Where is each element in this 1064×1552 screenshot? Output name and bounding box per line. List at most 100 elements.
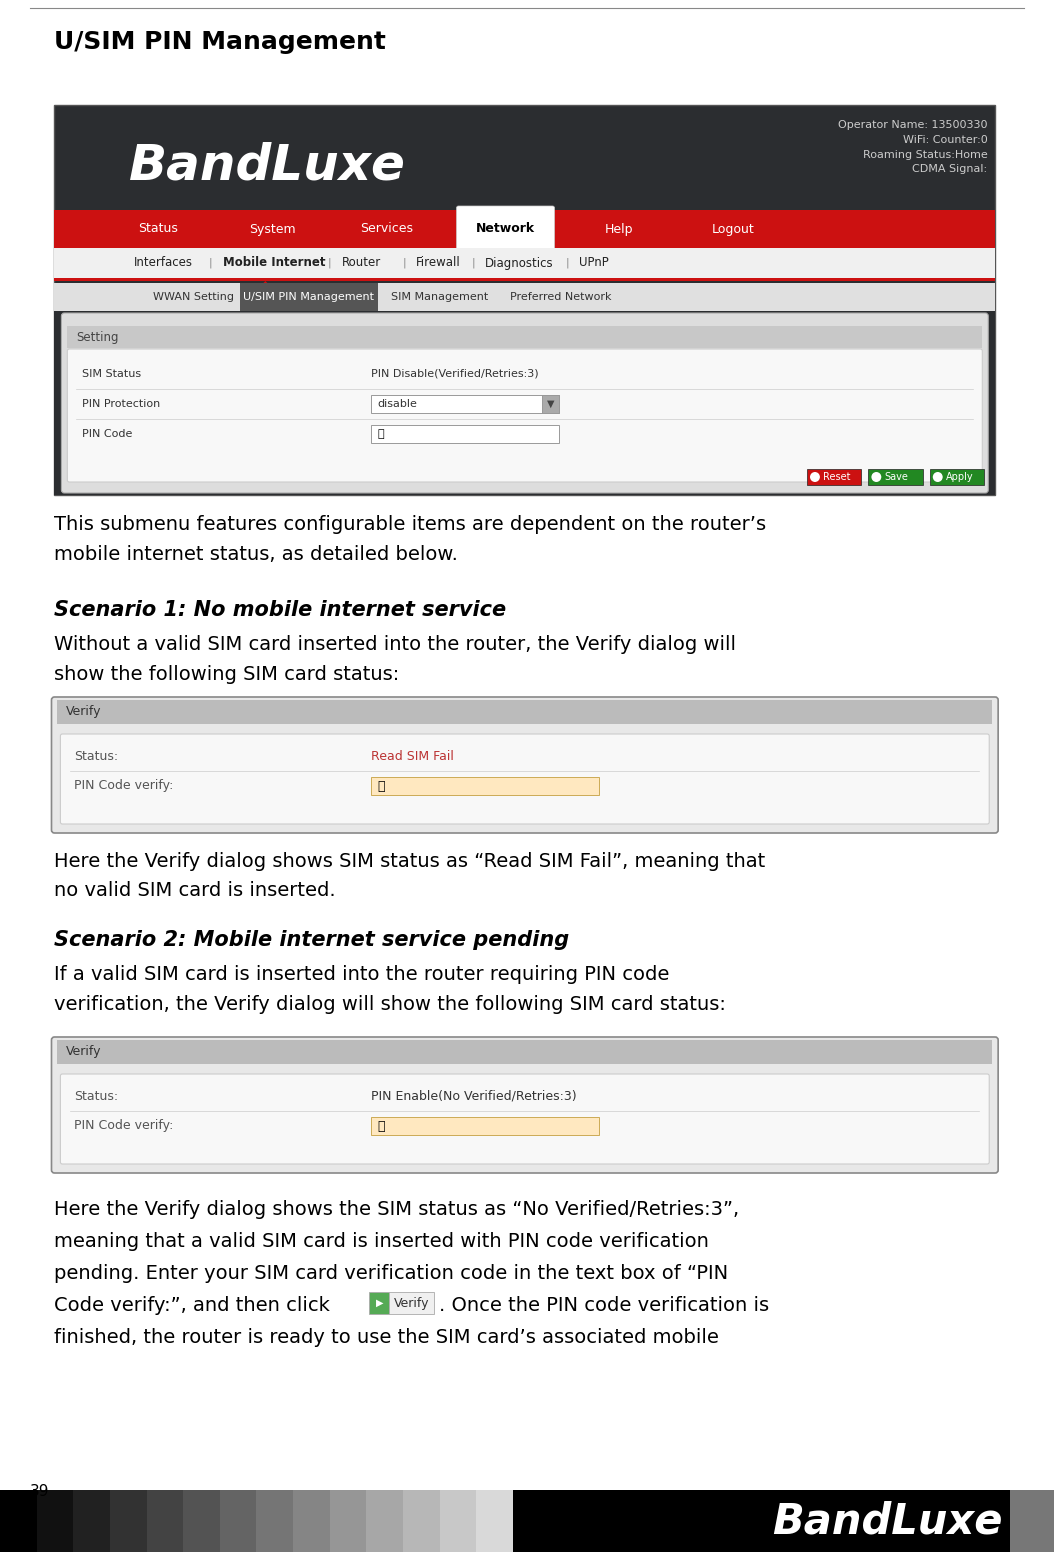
Text: Status: Status	[138, 222, 179, 236]
Text: Code verify:”, and then click: Code verify:”, and then click	[54, 1296, 330, 1315]
Bar	[256, 1490, 293, 1552]
Bar	[369, 1291, 389, 1315]
Bar	[54, 106, 995, 495]
Text: Apply: Apply	[946, 472, 974, 483]
Text: Help: Help	[604, 222, 633, 236]
Text: SIM Status: SIM Status	[82, 369, 142, 379]
Text: |: |	[328, 258, 332, 268]
Text: This submenu features configurable items are dependent on the router’s
mobile in: This submenu features configurable items…	[54, 515, 766, 563]
Circle shape	[933, 472, 943, 483]
FancyBboxPatch shape	[51, 1037, 998, 1173]
Bar	[110, 1490, 147, 1552]
Bar	[807, 469, 862, 484]
Text: Status:: Status:	[74, 1090, 118, 1102]
Bar	[54, 282, 995, 310]
Text: Save: Save	[884, 472, 909, 483]
Text: |: |	[566, 258, 569, 268]
Text: pending. Enter your SIM card verification code in the text box of “PIN: pending. Enter your SIM card verificatio…	[54, 1263, 729, 1284]
Text: PIN Code verify:: PIN Code verify:	[74, 779, 173, 793]
Text: meaning that a valid SIM card is inserted with PIN code verification: meaning that a valid SIM card is inserte…	[54, 1232, 710, 1251]
Text: SIM Management: SIM Management	[392, 292, 488, 303]
Text: Verify: Verify	[66, 1046, 102, 1058]
Text: Interfaces: Interfaces	[134, 256, 193, 270]
Text: 39: 39	[30, 1484, 49, 1499]
Text: PIN Disable(Verified/Retries:3): PIN Disable(Verified/Retries:3)	[371, 369, 539, 379]
FancyBboxPatch shape	[67, 349, 982, 483]
Text: Without a valid SIM card inserted into the router, the Verify dialog will
show t: Without a valid SIM card inserted into t…	[54, 635, 736, 683]
Bar	[542, 396, 560, 413]
Bar	[54, 310, 995, 495]
FancyBboxPatch shape	[456, 206, 554, 251]
Bar	[868, 469, 922, 484]
Text: Verify: Verify	[66, 706, 102, 719]
Text: BandLuxe: BandLuxe	[772, 1499, 1003, 1543]
Bar	[371, 396, 560, 413]
Polygon shape	[256, 281, 275, 290]
Bar	[439, 1490, 477, 1552]
Text: Scenario 2: Mobile internet service pending: Scenario 2: Mobile internet service pend…	[54, 930, 569, 950]
Bar	[54, 248, 995, 278]
Bar	[371, 778, 599, 795]
Text: BandLuxe: BandLuxe	[129, 141, 405, 189]
Text: PIN Protection: PIN Protection	[82, 399, 161, 410]
Circle shape	[871, 472, 881, 483]
Text: Preferred Network: Preferred Network	[510, 292, 612, 303]
Text: |: |	[402, 258, 405, 268]
Text: If a valid SIM card is inserted into the router requiring PIN code
verification,: If a valid SIM card is inserted into the…	[54, 965, 727, 1013]
Text: Here the Verify dialog shows SIM status as “Read SIM Fail”, meaning that
no vali: Here the Verify dialog shows SIM status …	[54, 852, 766, 900]
Text: Diagnostics: Diagnostics	[485, 256, 554, 270]
FancyBboxPatch shape	[51, 697, 998, 833]
Bar	[36, 1490, 73, 1552]
Bar	[293, 1490, 330, 1552]
Text: System: System	[249, 222, 296, 236]
Text: . Once the PIN code verification is: . Once the PIN code verification is	[438, 1296, 769, 1315]
Text: Scenario 1: No mobile internet service: Scenario 1: No mobile internet service	[54, 601, 506, 619]
Text: PIN Enable(No Verified/Retries:3): PIN Enable(No Verified/Retries:3)	[371, 1090, 577, 1102]
Text: PIN Code verify:: PIN Code verify:	[74, 1119, 173, 1133]
Text: Network: Network	[476, 222, 534, 236]
Bar	[403, 1490, 439, 1552]
FancyBboxPatch shape	[61, 1074, 990, 1164]
Bar	[183, 1490, 220, 1552]
Bar	[371, 425, 560, 442]
Text: |: |	[471, 258, 476, 268]
Text: |: |	[210, 258, 213, 268]
Text: 🔑: 🔑	[378, 428, 384, 439]
Bar	[239, 282, 379, 310]
Text: Router: Router	[342, 256, 381, 270]
Bar	[67, 326, 982, 348]
Text: ™: ™	[952, 1524, 968, 1538]
Bar	[513, 1490, 1053, 1552]
Bar	[477, 1490, 513, 1552]
FancyBboxPatch shape	[62, 314, 988, 494]
Text: U/SIM PIN Management: U/SIM PIN Management	[244, 292, 375, 303]
Bar	[54, 278, 995, 281]
Bar	[57, 700, 993, 723]
Text: finished, the router is ready to use the SIM card’s associated mobile: finished, the router is ready to use the…	[54, 1329, 719, 1347]
Text: disable: disable	[378, 399, 417, 410]
Text: WWAN Setting: WWAN Setting	[153, 292, 234, 303]
Text: 🔑: 🔑	[378, 779, 385, 793]
Bar	[389, 1291, 434, 1315]
Text: ▶: ▶	[376, 1297, 383, 1308]
Bar	[0, 1490, 36, 1552]
Text: Logout: Logout	[712, 222, 754, 236]
Bar	[54, 210, 995, 248]
Bar	[366, 1490, 403, 1552]
Bar	[371, 1117, 599, 1135]
Text: Read SIM Fail: Read SIM Fail	[371, 750, 454, 762]
Bar	[930, 469, 984, 484]
Bar	[73, 1490, 110, 1552]
Text: Here the Verify dialog shows the SIM status as “No Verified/Retries:3”,: Here the Verify dialog shows the SIM sta…	[54, 1200, 739, 1218]
Bar	[57, 1040, 993, 1065]
Text: Mobile Internet: Mobile Internet	[222, 256, 326, 270]
Bar	[1010, 1490, 1053, 1552]
Bar	[220, 1490, 256, 1552]
Text: Services: Services	[360, 222, 413, 236]
Circle shape	[810, 472, 820, 483]
Bar	[147, 1490, 183, 1552]
Text: Operator Name: 13500330
WiFi: Counter:0
Roaming Status:Home
CDMA Signal:: Operator Name: 13500330 WiFi: Counter:0 …	[837, 120, 987, 174]
Text: Verify: Verify	[394, 1296, 429, 1310]
Text: 🔑: 🔑	[378, 1119, 385, 1133]
Text: Status:: Status:	[74, 750, 118, 762]
